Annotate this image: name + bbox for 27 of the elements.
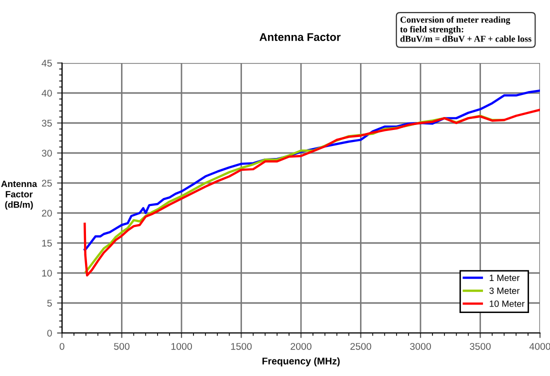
y-tick-label: 20	[42, 210, 52, 217]
x-tick-label: 1000	[171, 342, 192, 350]
x-tick-label: 3500	[470, 342, 491, 350]
legend-label: 3 Meter	[489, 288, 520, 294]
x-tick-label: 0	[60, 342, 64, 350]
line-series	[84, 89, 540, 251]
chart-title: Antenna Factor	[260, 33, 341, 41]
x-tick-label: 4000	[529, 342, 550, 350]
legend-label: 10 Meter	[490, 300, 525, 307]
x-tick-label: 1500	[231, 342, 252, 350]
x-axis-title: Frequency (MHz)	[262, 357, 340, 366]
y-tick-label: 35	[42, 120, 52, 127]
x-tick-label: 2000	[290, 342, 312, 350]
text: Conversion of meter reading to field strength: dBuV/m = dBuV + AF + cable loss	[400, 16, 532, 42]
y-axis-title: Antenna Factor (dB/m)	[1, 180, 38, 210]
y-tick-label: 45	[42, 60, 52, 67]
y-tick-label: 10	[42, 270, 52, 277]
legend-label: 1 Meter	[490, 274, 520, 282]
y-tick-label: 5	[47, 300, 52, 307]
y-tick-label: 15	[42, 240, 52, 247]
y-tick-label: 25	[42, 180, 52, 187]
x-tick-label: 2500	[350, 342, 372, 350]
x-tick-label: 3000	[410, 342, 431, 350]
y-tick-label: 0	[47, 330, 52, 337]
y-tick-label: 30	[42, 150, 52, 157]
y-tick-label: 40	[42, 90, 52, 97]
x-tick-label: 500	[114, 342, 130, 350]
